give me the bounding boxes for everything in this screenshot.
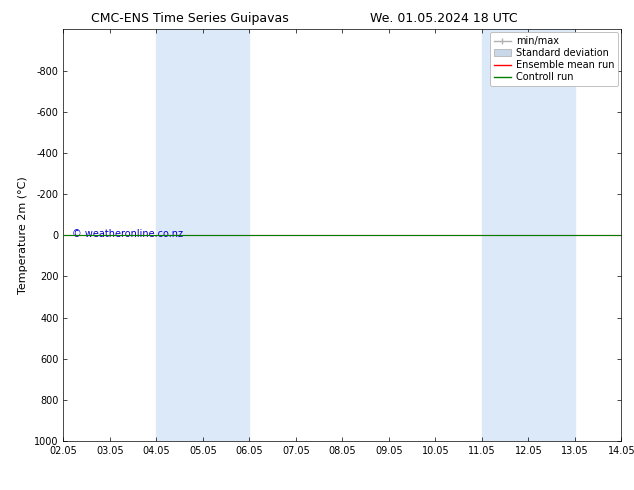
- Bar: [482, 29, 575, 441]
- Text: CMC-ENS Time Series Guipavas: CMC-ENS Time Series Guipavas: [91, 12, 289, 25]
- Legend: min/max, Standard deviation, Ensemble mean run, Controll run: min/max, Standard deviation, Ensemble me…: [489, 32, 618, 86]
- Y-axis label: Temperature 2m (°C): Temperature 2m (°C): [18, 176, 29, 294]
- Text: We. 01.05.2024 18 UTC: We. 01.05.2024 18 UTC: [370, 12, 517, 25]
- Bar: [157, 29, 249, 441]
- Text: © weatheronline.co.nz: © weatheronline.co.nz: [72, 229, 183, 240]
